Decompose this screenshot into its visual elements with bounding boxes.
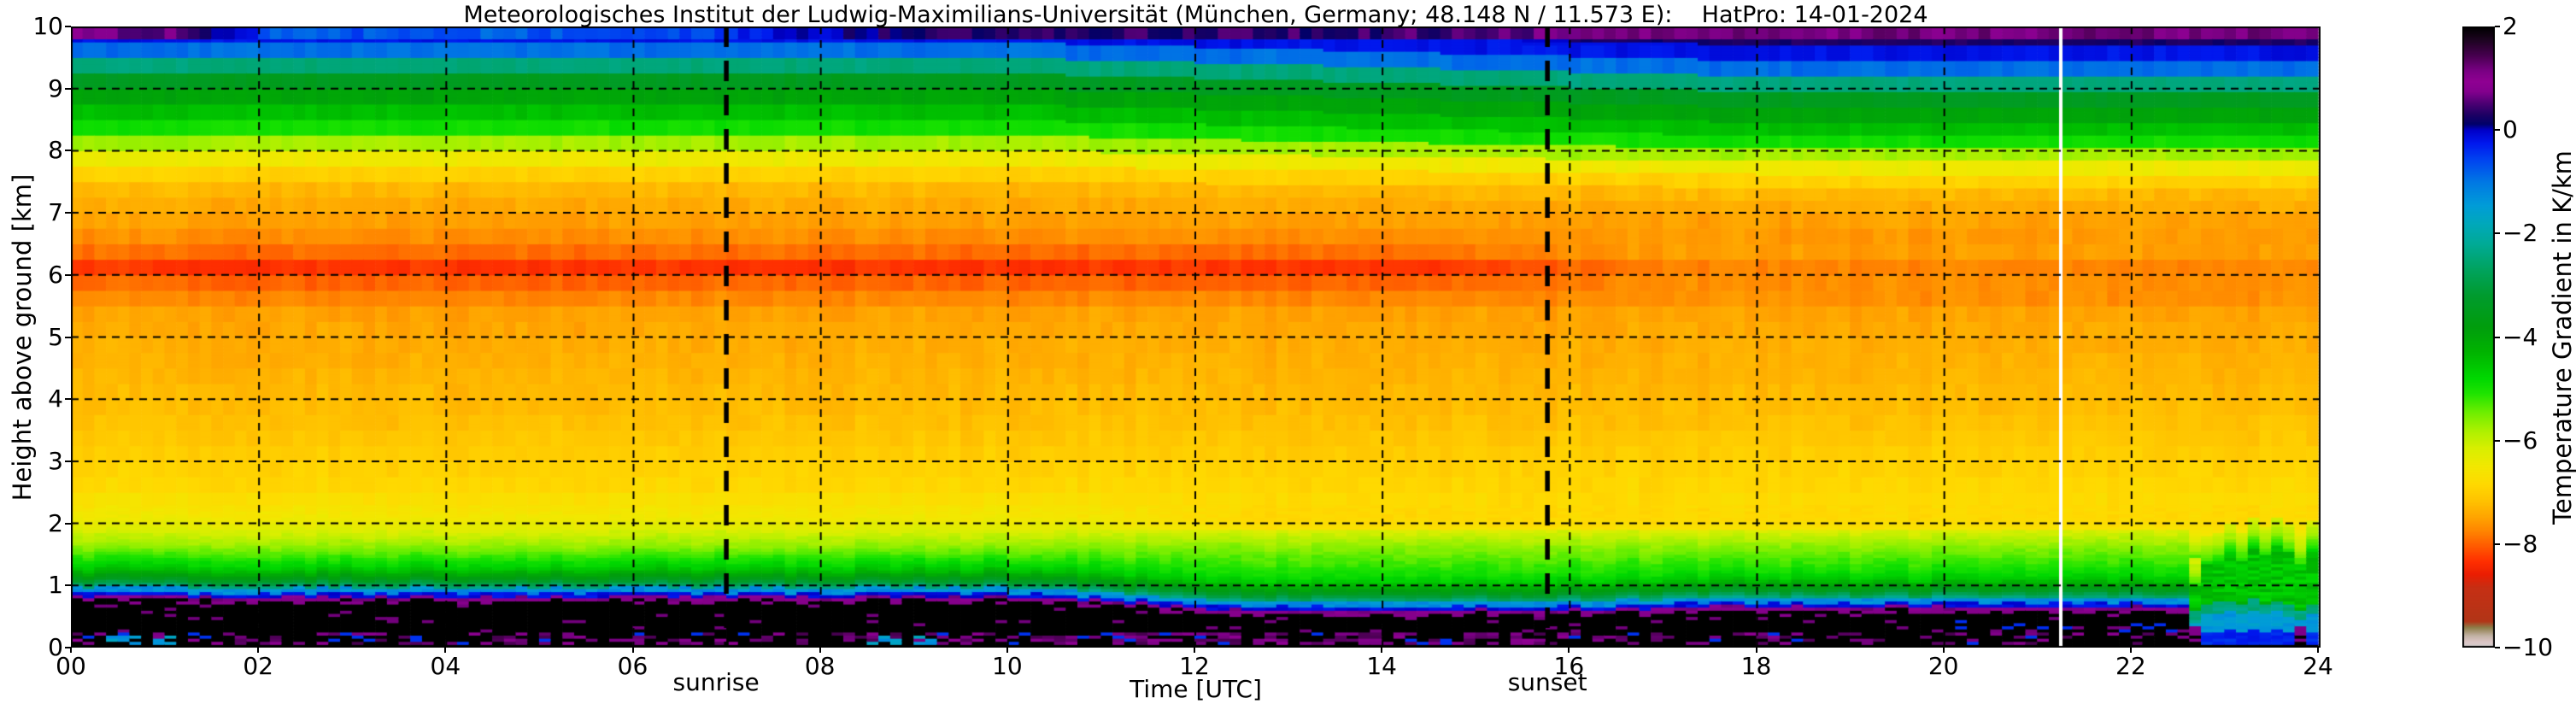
y-tick-label: 8: [48, 136, 63, 165]
colorbar-tick-mark: [2495, 543, 2500, 545]
y-tick-mark: [65, 522, 71, 525]
y-tick-mark: [65, 150, 71, 152]
colorbar-tick-label: 2: [2503, 12, 2518, 40]
colorbar-tick-mark: [2495, 129, 2500, 132]
x-tick-label: 12: [1179, 652, 1210, 680]
x-tick-label: 24: [2303, 652, 2333, 680]
y-tick-label: 4: [48, 384, 63, 414]
y-tick-mark: [65, 647, 71, 648]
colorbar-tick-label: −4: [2503, 322, 2538, 351]
chart-title: Meteorologisches Institut der Ludwig-Max…: [463, 2, 1928, 28]
colorbar-tick-label: −10: [2503, 633, 2554, 661]
x-tick-mark: [1381, 648, 1383, 653]
y-tick-mark: [65, 460, 71, 462]
x-tick-label: 18: [1740, 652, 1772, 680]
x-tick-label: 14: [1366, 652, 1397, 680]
y-tick-label: 5: [48, 322, 63, 351]
colorbar-tick-label: −2: [2503, 219, 2538, 248]
x-axis-label: Time [UTC]: [1130, 675, 1262, 703]
y-tick-mark: [65, 212, 71, 214]
sunset-label: sunset: [1507, 668, 1587, 696]
colorbar-tick-label: 0: [2503, 115, 2518, 144]
sunrise-label: sunrise: [672, 668, 760, 696]
colorbar-tick-mark: [2495, 439, 2500, 442]
colorbar-canvas: [2462, 26, 2495, 648]
x-tick-mark: [1568, 648, 1570, 653]
colorbar-tick-label: −8: [2503, 529, 2538, 558]
y-tick-mark: [65, 87, 71, 90]
x-tick-mark: [819, 648, 821, 653]
x-tick-mark: [257, 648, 260, 653]
y-tick-label: 3: [48, 446, 63, 475]
y-axis-label: Height above ground [km]: [8, 173, 37, 502]
y-tick-label: 2: [48, 508, 63, 537]
colorbar-tick-label: −6: [2503, 425, 2538, 455]
colorbar-tick-mark: [2495, 26, 2500, 27]
y-tick-label: 7: [48, 198, 63, 227]
x-tick-label: 16: [1553, 652, 1585, 680]
x-tick-label: 10: [992, 652, 1023, 680]
x-tick-mark: [1006, 648, 1008, 653]
y-tick-mark: [65, 584, 71, 587]
x-tick-mark: [2129, 648, 2132, 653]
y-tick-label: 9: [48, 73, 63, 103]
y-tick-mark: [65, 398, 71, 401]
x-tick-mark: [1194, 648, 1195, 653]
y-tick-label: 6: [48, 260, 63, 289]
y-tick-mark: [65, 273, 71, 276]
x-tick-label: 22: [2115, 652, 2146, 680]
y-tick-mark: [65, 26, 71, 27]
y-tick-label: 10: [32, 12, 63, 40]
x-tick-label: 04: [430, 652, 461, 680]
x-tick-label: 02: [243, 652, 273, 680]
colorbar-tick-mark: [2495, 647, 2500, 648]
y-tick-mark: [65, 336, 71, 338]
x-tick-label: 00: [56, 652, 86, 680]
colorbar-tick-mark: [2495, 232, 2500, 235]
x-tick-mark: [1942, 648, 1945, 653]
colorbar-label: Temperature Gradient in K/km: [2548, 150, 2576, 525]
y-tick-label: 0: [48, 633, 63, 661]
x-tick-mark: [444, 648, 447, 653]
x-tick-label: 08: [804, 652, 836, 680]
x-tick-mark: [70, 648, 72, 653]
x-tick-mark: [631, 648, 634, 653]
colorbar-tick-mark: [2495, 336, 2500, 338]
y-tick-label: 1: [48, 571, 63, 600]
x-tick-label: 20: [1928, 652, 1959, 680]
heatmap-canvas: [71, 26, 2321, 648]
x-tick-label: 06: [617, 652, 648, 680]
x-tick-mark: [2317, 648, 2319, 653]
x-tick-mark: [1755, 648, 1757, 653]
